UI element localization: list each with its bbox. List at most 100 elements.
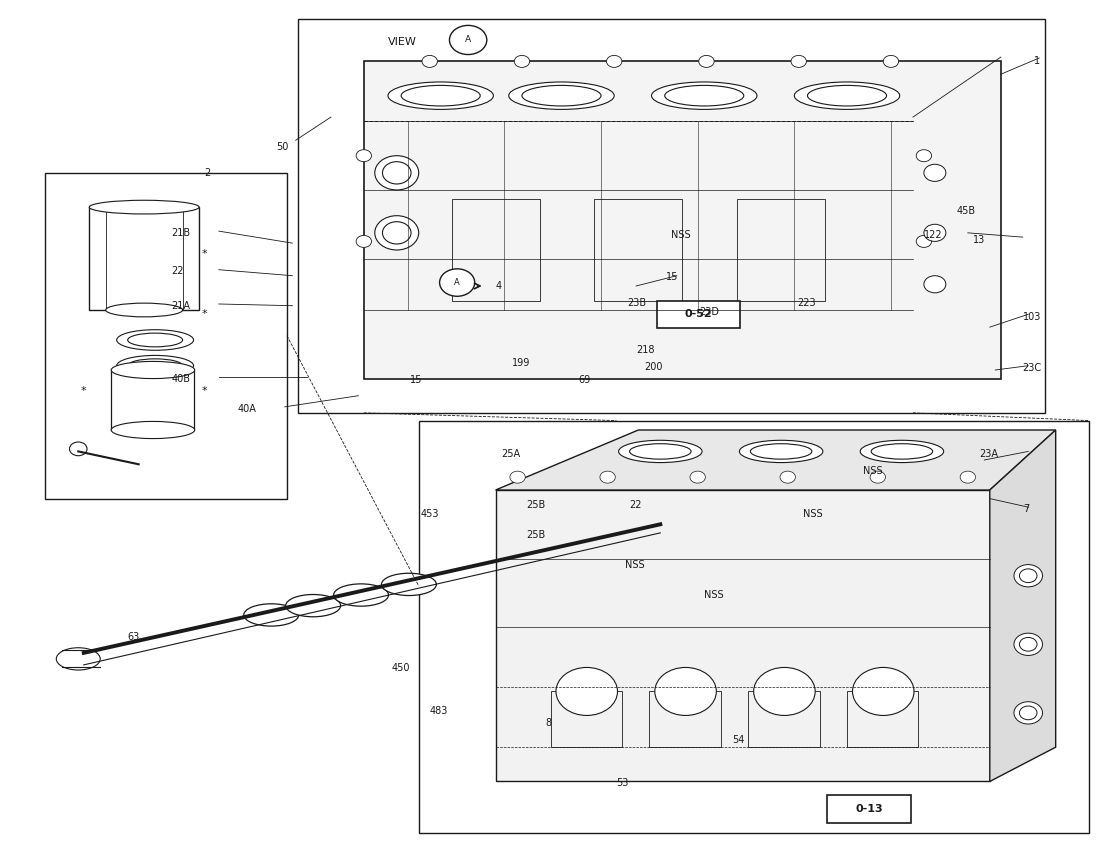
Text: 223: 223: [797, 298, 816, 308]
Ellipse shape: [619, 440, 702, 463]
Circle shape: [422, 55, 437, 67]
Bar: [418, 421, 1089, 832]
Text: NSS: NSS: [625, 561, 645, 570]
Text: 45B: 45B: [957, 206, 975, 217]
Ellipse shape: [243, 604, 298, 626]
Bar: [111, 370, 194, 430]
Text: 13: 13: [973, 235, 985, 245]
Text: *: *: [201, 310, 207, 319]
Text: 200: 200: [644, 361, 663, 372]
Text: 450: 450: [391, 663, 410, 673]
Text: 103: 103: [1023, 312, 1042, 322]
Ellipse shape: [522, 85, 601, 106]
Ellipse shape: [106, 303, 183, 316]
Text: 40B: 40B: [172, 373, 190, 384]
Bar: [847, 691, 918, 747]
Polygon shape: [990, 430, 1056, 782]
Circle shape: [916, 150, 931, 162]
Circle shape: [960, 471, 975, 483]
Bar: [738, 199, 825, 301]
Circle shape: [449, 26, 487, 54]
Text: 21B: 21B: [172, 228, 190, 238]
Circle shape: [916, 236, 931, 248]
Circle shape: [791, 55, 806, 67]
Text: VIEW: VIEW: [388, 37, 416, 47]
Ellipse shape: [509, 82, 614, 109]
Circle shape: [780, 471, 795, 483]
Text: 218: 218: [636, 345, 655, 355]
Text: 483: 483: [429, 706, 448, 716]
Text: 15: 15: [666, 273, 678, 282]
Text: 25B: 25B: [526, 501, 546, 511]
Circle shape: [374, 156, 418, 190]
Circle shape: [883, 55, 898, 67]
Circle shape: [1020, 568, 1037, 582]
Text: 54: 54: [732, 735, 744, 746]
Circle shape: [1014, 564, 1043, 587]
Text: 1: 1: [1034, 57, 1039, 66]
Ellipse shape: [860, 440, 944, 463]
Polygon shape: [495, 430, 1056, 490]
Ellipse shape: [630, 444, 691, 459]
Bar: [363, 61, 1001, 378]
Text: NSS: NSS: [803, 509, 822, 519]
Text: 53: 53: [617, 778, 629, 788]
Circle shape: [870, 471, 885, 483]
Text: 22: 22: [172, 267, 184, 276]
Polygon shape: [495, 490, 990, 782]
Bar: [595, 199, 683, 301]
Text: 69: 69: [578, 375, 590, 385]
Text: 199: 199: [512, 358, 531, 368]
Circle shape: [356, 150, 371, 162]
Text: 2: 2: [205, 168, 210, 178]
Text: 50: 50: [276, 142, 288, 152]
Circle shape: [374, 216, 418, 250]
Ellipse shape: [117, 329, 194, 350]
Bar: [451, 199, 539, 301]
Circle shape: [510, 471, 525, 483]
Bar: [298, 19, 1045, 413]
Ellipse shape: [286, 594, 340, 617]
Circle shape: [924, 276, 946, 293]
Ellipse shape: [871, 444, 933, 459]
Ellipse shape: [852, 667, 914, 716]
Ellipse shape: [117, 355, 194, 376]
Text: *: *: [201, 386, 207, 396]
Circle shape: [607, 55, 622, 67]
Text: NSS: NSS: [672, 230, 691, 240]
Text: 25A: 25A: [501, 449, 520, 459]
Text: 8: 8: [545, 718, 552, 728]
Ellipse shape: [807, 85, 886, 106]
Text: A: A: [465, 35, 471, 45]
Ellipse shape: [794, 82, 900, 109]
Circle shape: [1020, 637, 1037, 651]
Text: 15: 15: [410, 375, 423, 385]
Ellipse shape: [665, 85, 744, 106]
Ellipse shape: [401, 85, 480, 106]
Ellipse shape: [128, 359, 183, 372]
Text: 23C: 23C: [1023, 363, 1042, 373]
Ellipse shape: [56, 648, 100, 670]
Ellipse shape: [89, 200, 199, 214]
Text: *: *: [201, 249, 207, 259]
Circle shape: [1020, 706, 1037, 720]
Text: 40A: 40A: [238, 403, 257, 414]
Text: 21A: 21A: [172, 301, 190, 310]
Circle shape: [699, 55, 715, 67]
Ellipse shape: [740, 440, 822, 463]
Ellipse shape: [556, 667, 618, 716]
Ellipse shape: [381, 574, 436, 595]
Text: 63: 63: [128, 632, 140, 642]
Text: *: *: [81, 386, 87, 396]
Ellipse shape: [69, 442, 87, 456]
Bar: [89, 207, 199, 310]
Text: 0-13: 0-13: [855, 804, 883, 814]
Circle shape: [690, 471, 706, 483]
Text: 23A: 23A: [979, 449, 998, 459]
Bar: [650, 691, 721, 747]
Circle shape: [924, 164, 946, 181]
Circle shape: [1014, 702, 1043, 724]
Ellipse shape: [111, 421, 195, 439]
Text: 0-52: 0-52: [685, 310, 712, 319]
Ellipse shape: [388, 82, 493, 109]
